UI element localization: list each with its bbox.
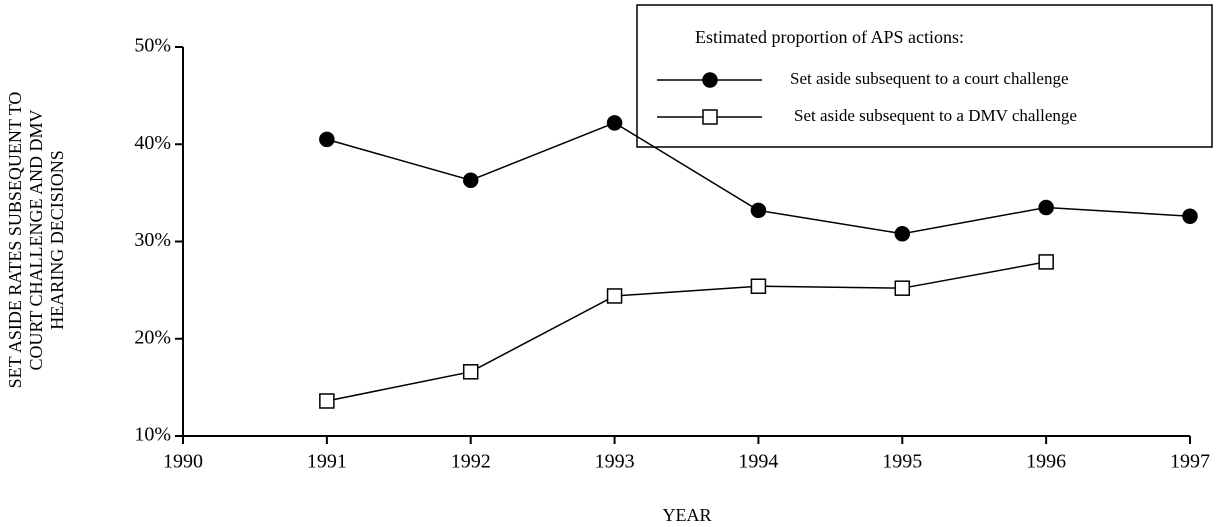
legend-box [636,4,1213,148]
data-point [319,131,335,148]
y-axis-label: HEARING DECISIONS [47,150,67,330]
x-tick-label: 1995 [882,451,922,473]
data-point [606,288,623,304]
data-point [1182,208,1198,224]
x-tick-label: 1997 [1170,451,1210,473]
data-point [750,278,767,294]
x-tick-label: 1996 [1026,451,1066,473]
data-point [1038,254,1054,270]
data-point [462,172,479,188]
x-tick-label: 1993 [595,451,635,473]
x-tick-label: 1994 [738,451,778,473]
legend-marker [702,72,718,88]
data-point [319,393,335,409]
data-point [1038,199,1054,216]
x-tick-label: 1992 [451,451,491,473]
y-axis-label: COURT CHALLENGE AND DMV [26,109,46,370]
y-tick-label: 10% [134,424,171,446]
legend-title: Estimated proportion of APS actions: [695,27,964,47]
legend-label: Set aside subsequent to a DMV challenge [794,106,1077,125]
data-point [894,225,911,242]
legend-label: Set aside subsequent to a court challeng… [790,69,1069,88]
y-axis-label: SET ASIDE RATES SUBSEQUENT TO [5,92,25,389]
y-tick-label: 30% [134,229,171,251]
y-tick-label: 50% [134,35,171,57]
y-tick-label: 40% [134,132,171,154]
data-point [750,202,767,219]
data-point [606,115,623,131]
x-axis-label: YEAR [663,505,712,525]
x-tick-label: 1990 [163,451,203,473]
y-tick-label: 20% [134,326,171,348]
data-point [894,280,911,296]
data-point [462,364,479,380]
legend-marker [702,109,718,125]
x-tick-label: 1991 [307,451,347,473]
series-line [326,261,1047,402]
